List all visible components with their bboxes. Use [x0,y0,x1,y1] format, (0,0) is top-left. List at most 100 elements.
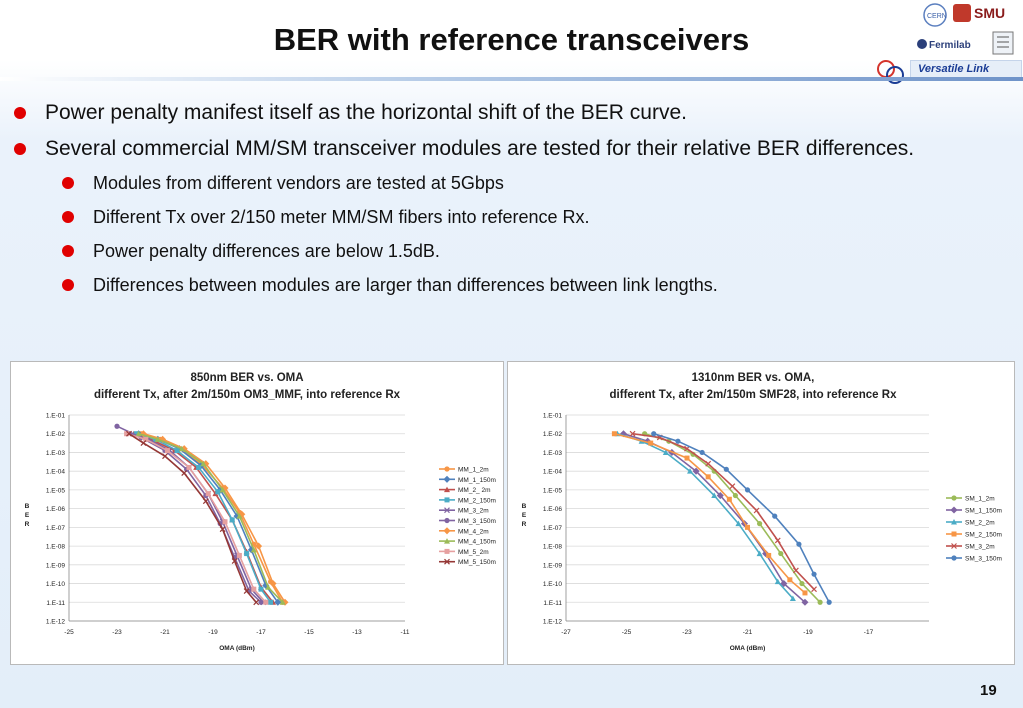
sub-bullet-text: Modules from different vendors are teste… [93,173,504,193]
y-tick-label: 1.E-09 [46,562,66,569]
y-tick-label: 1.E-06 [543,506,563,513]
data-point [219,526,226,533]
data-point [799,580,805,587]
series-MM_1_150m [135,430,282,606]
data-point [787,577,793,583]
y-tick-label: 1.E-02 [46,431,66,438]
data-point [174,448,180,454]
data-point [164,448,170,454]
y-tick-label: 1.E-11 [46,600,65,607]
legend-label: MM_1_150m [458,477,496,484]
y-tick-label: 1.E-01 [46,413,66,420]
x-tick-label: -25 [622,629,632,636]
x-axis-label: OMA (dBm) [730,645,766,652]
series-MM_5_150m [126,430,260,606]
y-axis-label: B [522,503,527,510]
y-tick-label: 1.E-12 [46,619,66,626]
data-point [250,546,257,553]
chart-1310nm-svg: 1310nm BER vs. OMA, different Tx, after 2… [522,372,1002,652]
data-point [699,449,705,456]
slide-number: 19 [980,682,997,699]
data-point [789,595,796,602]
y-axis-label: R [25,521,30,528]
series-SM_2_150m [611,431,808,596]
series-MM_4_2m [139,430,289,606]
data-point [133,431,139,437]
data-point [236,513,243,519]
data-point [675,438,681,444]
series-line [623,432,806,603]
y-axis-label: R [522,521,527,528]
chart-subtitle: different Tx, after 2m/150m OM3_MMF, int… [94,389,401,401]
series-SM_1_2m [642,431,823,605]
series-MM_2_150m [133,431,274,605]
y-tick-label: 1.E-05 [46,487,66,494]
legend-marker [444,486,450,493]
bullet-text: Power penalty manifest itself as the hor… [45,101,687,124]
series-line [140,432,284,603]
data-point [817,599,823,605]
data-point [135,430,142,437]
data-point [229,517,235,523]
data-point [611,431,617,437]
x-tick-label: -25 [64,629,74,636]
x-tick-label: -13 [352,629,362,636]
data-point [258,599,264,605]
series-line [138,432,284,603]
legend-marker [444,548,450,554]
data-point [753,507,760,514]
data-point [200,460,207,467]
versatile-link-icon [877,60,904,84]
data-point [222,519,228,525]
data-point [687,468,694,474]
data-point [735,520,742,527]
legend-label: MM_2_150m [458,497,496,504]
sub-bullet-item: Modules from different vendors are teste… [62,170,1004,196]
x-tick-label: -19 [208,629,218,636]
x-tick-label: -23 [112,629,122,636]
sub-bullet-text: Differences between modules are larger t… [93,275,718,295]
legend-marker [951,495,957,501]
data-point [143,436,149,442]
legend-label: SM_1_2m [965,496,995,503]
data-point [140,440,147,447]
legend-label: MM_5_150m [458,559,496,566]
bullet-dot-icon [62,279,74,291]
y-axis-label: E [25,512,30,519]
header-divider [0,77,1023,81]
y-tick-label: 1.E-03 [46,450,66,457]
series-line [617,432,794,600]
data-point [648,440,654,446]
partner-logos: CERN SMU Fermilab [913,0,1019,56]
legend-marker [444,466,450,472]
y-tick-label: 1.E-10 [543,581,563,588]
data-point [181,470,188,476]
bullet-dot-icon [14,143,26,155]
data-point [726,496,732,502]
legend-label: SM_1_150m [965,508,1002,515]
legend-marker [951,555,957,561]
series-SM_3_150m [651,431,832,605]
data-point [265,584,272,590]
x-tick-label: -17 [256,629,266,636]
sub-bullet-text: Power penalty differences are below 1.5d… [93,241,440,261]
y-tick-label: 1.E-06 [46,506,66,513]
series-line [644,432,821,603]
bullet-dot-icon [62,177,74,189]
data-point [705,460,712,467]
bullet-item: Power penalty manifest itself as the hor… [14,98,1004,128]
data-point [745,524,750,530]
y-axis-label: B [25,503,30,510]
data-point [126,430,132,437]
data-point [826,599,832,605]
x-tick-label: -23 [682,629,692,636]
data-point [651,431,657,437]
legend-label: MM_4_150m [458,539,496,546]
bullet-item: Several commercial MM/SM transceiver mod… [14,134,1004,164]
series-line [135,432,272,603]
data-point [796,541,802,547]
legend-marker [950,506,958,514]
data-point [244,551,250,557]
y-tick-label: 1.E-12 [543,619,563,626]
legend-label: SM_2_2m [965,520,995,527]
